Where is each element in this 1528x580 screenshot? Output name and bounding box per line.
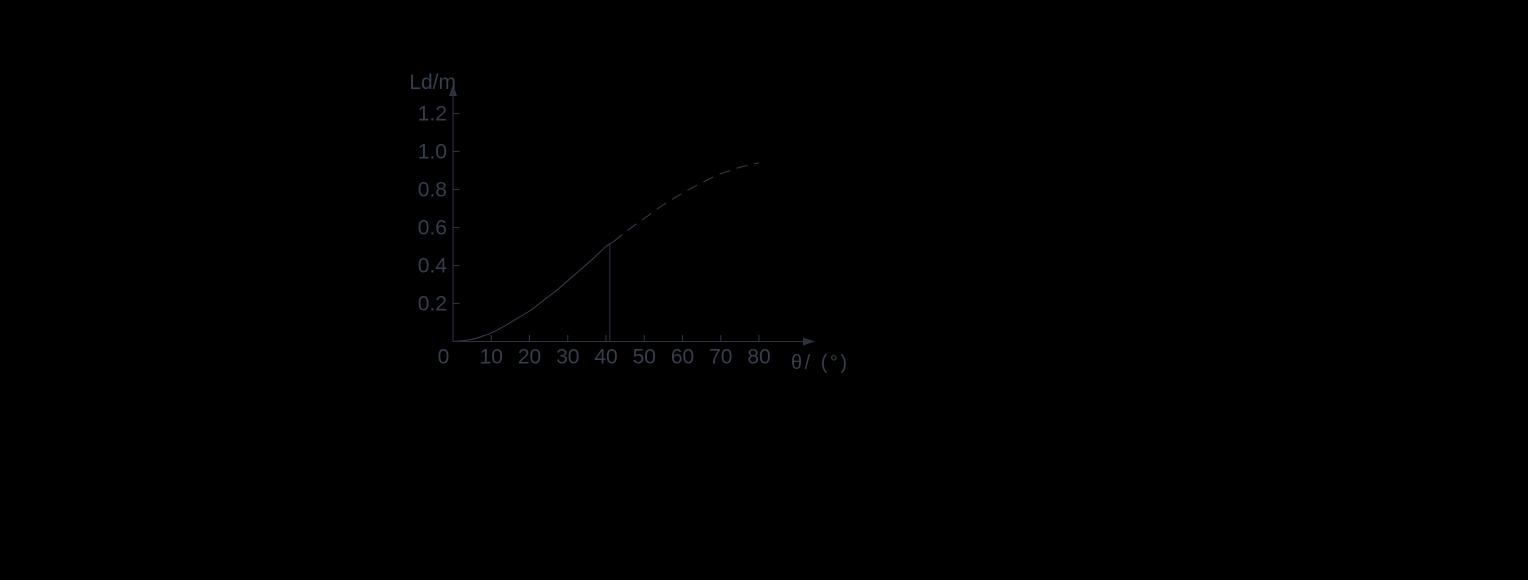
x-tick-label: 10 xyxy=(480,346,503,369)
x-tick-label: 60 xyxy=(671,346,694,369)
y-tick-label: 1.2 xyxy=(418,103,447,126)
curve-dashed-segment xyxy=(613,162,760,243)
y-axis-title: Ld/m xyxy=(409,71,456,94)
curve-solid-segment xyxy=(452,241,614,343)
y-axis-arrow-icon xyxy=(449,84,457,96)
x-tick-label: 40 xyxy=(594,346,617,369)
x-tick-label: 50 xyxy=(633,346,656,369)
y-tick-label: 1.0 xyxy=(418,141,447,164)
tick-marks-group xyxy=(453,112,760,342)
y-tick-label: 0.4 xyxy=(418,255,448,278)
x-tick-label: 30 xyxy=(556,346,579,369)
curve-group xyxy=(452,162,760,343)
y-tick-label: 0.2 xyxy=(418,293,447,316)
axes-group xyxy=(449,84,815,346)
tick-labels-group: 0 10 20 30 40 50 60 70 80 0.2 0.4 0.6 0.8 1.0 1.2 xyxy=(418,103,771,369)
x-tick-label: 0 xyxy=(438,346,450,369)
x-tick-label: 80 xyxy=(747,346,770,369)
y-tick-label: 0.6 xyxy=(418,217,447,240)
x-axis-title: θ/ (°) xyxy=(791,352,850,374)
x-tick-label: 70 xyxy=(709,346,732,369)
y-tick-label: 0.8 xyxy=(418,179,447,202)
x-tick-label: 20 xyxy=(518,346,541,369)
x-axis-arrow-icon xyxy=(803,337,815,346)
